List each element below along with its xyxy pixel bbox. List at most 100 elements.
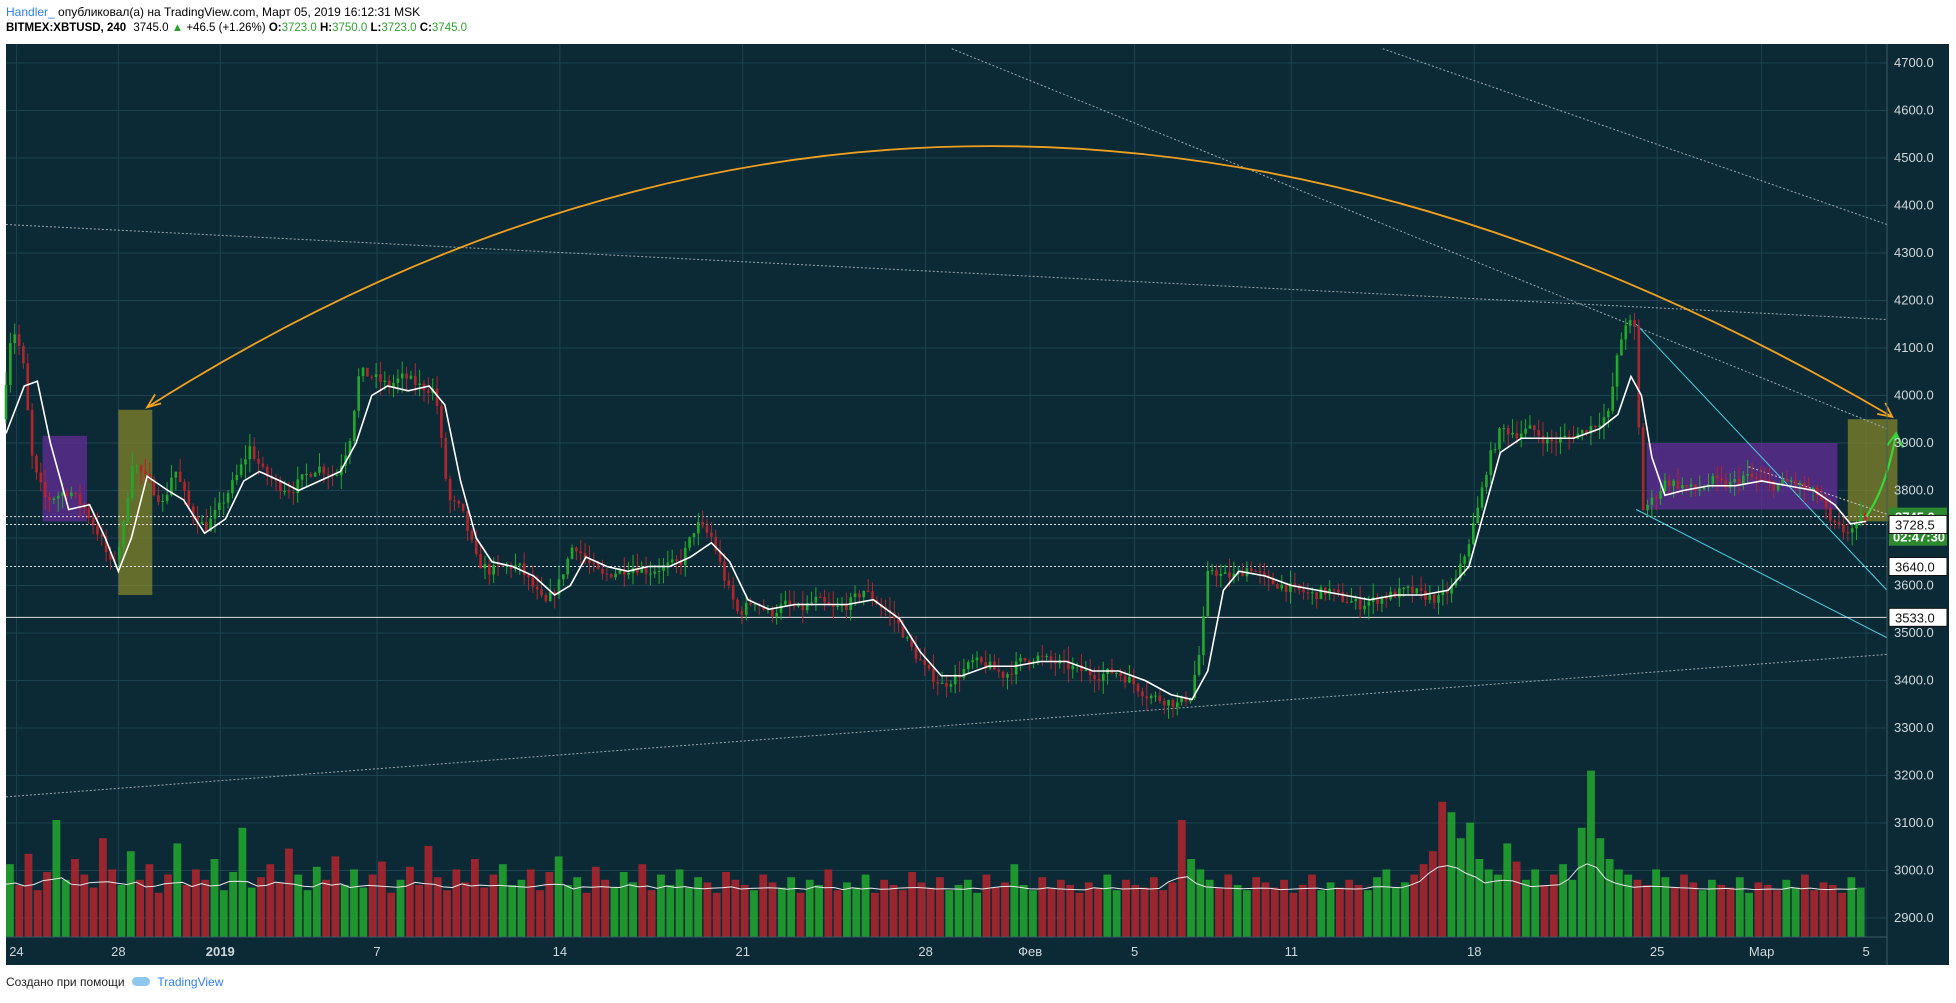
- green-up-arrow: [1865, 433, 1898, 518]
- candle-body: [771, 608, 774, 617]
- candle-body: [109, 552, 112, 560]
- candle-body: [1036, 655, 1040, 662]
- volume-bar: [1122, 879, 1130, 937]
- candle-body: [1428, 594, 1432, 600]
- volume-bar: [954, 885, 963, 937]
- candle-body: [357, 376, 360, 411]
- candle-body: [810, 602, 813, 604]
- candle-body: [1132, 676, 1136, 685]
- volume-bar: [1549, 874, 1558, 937]
- candle-body: [309, 473, 313, 477]
- candle-body: [287, 491, 291, 493]
- candle-body: [1445, 591, 1449, 594]
- candle-body: [135, 465, 138, 467]
- candle-body: [548, 592, 552, 601]
- volume-bar: [740, 885, 749, 937]
- candle-body: [1833, 520, 1837, 523]
- candle-body: [1219, 573, 1223, 576]
- candle-body: [48, 496, 51, 500]
- volume-bar: [1140, 887, 1149, 937]
- candle-body: [492, 565, 495, 575]
- candle-body: [614, 573, 617, 578]
- volume-bar: [731, 879, 740, 937]
- volume-bar: [1624, 874, 1633, 937]
- candle-body: [592, 562, 596, 564]
- candle-body: [640, 567, 644, 573]
- candle-body: [636, 567, 639, 573]
- candle-body: [675, 559, 678, 561]
- candle-body: [705, 525, 709, 533]
- candle-body: [919, 658, 922, 661]
- candle-body: [1337, 589, 1340, 593]
- candle-body: [1676, 480, 1680, 489]
- volume-bar: [573, 877, 582, 937]
- author-link[interactable]: Handler_: [6, 5, 55, 19]
- candle-body: [1633, 319, 1636, 326]
- candle-body: [1785, 479, 1789, 482]
- candle-body: [997, 669, 1001, 672]
- candle-body: [570, 547, 574, 559]
- tradingview-link[interactable]: TradingView: [157, 975, 224, 989]
- candle-body: [818, 597, 822, 599]
- candle-body: [710, 532, 713, 537]
- candle-body: [1615, 355, 1619, 387]
- volume-bar: [1847, 877, 1856, 937]
- candle-body: [1546, 439, 1549, 444]
- candle-body: [9, 343, 12, 385]
- candle-body: [157, 495, 160, 503]
- volume-bar: [1335, 887, 1344, 937]
- high-value: 3750.0: [332, 22, 368, 34]
- candle-body: [866, 590, 870, 592]
- candle-body: [17, 334, 21, 346]
- candle-body: [1667, 480, 1671, 486]
- volume-bar: [1066, 885, 1075, 937]
- candle-body: [1694, 484, 1697, 490]
- candle-body: [649, 573, 652, 575]
- time-axis[interactable]: 24 28 2019 7 14 21 28 Фев 5 11 18 25 Мар 5: [9, 944, 1870, 959]
- volume-bar: [1475, 859, 1484, 937]
- trend-line: [5, 224, 1888, 320]
- candle-body: [252, 446, 256, 459]
- candle-body: [1524, 428, 1527, 434]
- candle-body: [126, 498, 130, 522]
- volume-bar: [145, 864, 154, 937]
- candle-body: [949, 684, 953, 687]
- candle-body: [1215, 570, 1218, 576]
- candle-body: [440, 405, 443, 438]
- candle-body: [279, 480, 282, 492]
- candle-body: [1463, 556, 1466, 564]
- created-with-text: Создано при помощи: [6, 975, 125, 989]
- candle-body: [427, 390, 430, 393]
- candle-body: [605, 573, 609, 575]
- candle-body: [1406, 586, 1410, 588]
- candle-body: [1228, 572, 1231, 578]
- candle-body: [1354, 598, 1358, 602]
- candle-body: [583, 553, 587, 560]
- volume-bar: [1652, 869, 1660, 937]
- candle-body: [1289, 583, 1292, 592]
- volume-bar: [1056, 879, 1065, 937]
- price-tick-label: 4100.0: [1894, 340, 1934, 355]
- volume-bar: [201, 879, 210, 937]
- candle-body: [261, 463, 265, 467]
- candle-body: [161, 500, 165, 503]
- candle-body: [191, 506, 195, 517]
- volume-bar: [303, 890, 312, 937]
- candle-body: [209, 518, 212, 532]
- volume-bar: [1698, 890, 1707, 937]
- candle-body: [1006, 674, 1009, 678]
- candle-body: [1589, 425, 1593, 434]
- volume-bar: [154, 892, 163, 937]
- volume-bar: [554, 856, 563, 937]
- candle-body: [1411, 586, 1414, 594]
- candle-body: [1441, 591, 1445, 596]
- candle-body: [1258, 570, 1262, 573]
- open-label: O:: [268, 22, 282, 34]
- candle-body: [1019, 657, 1022, 662]
- candle-body: [1197, 655, 1201, 675]
- volume-bar: [1763, 885, 1772, 937]
- candle-body: [627, 572, 630, 575]
- candle-body: [871, 591, 874, 601]
- volume-bar: [1568, 879, 1577, 937]
